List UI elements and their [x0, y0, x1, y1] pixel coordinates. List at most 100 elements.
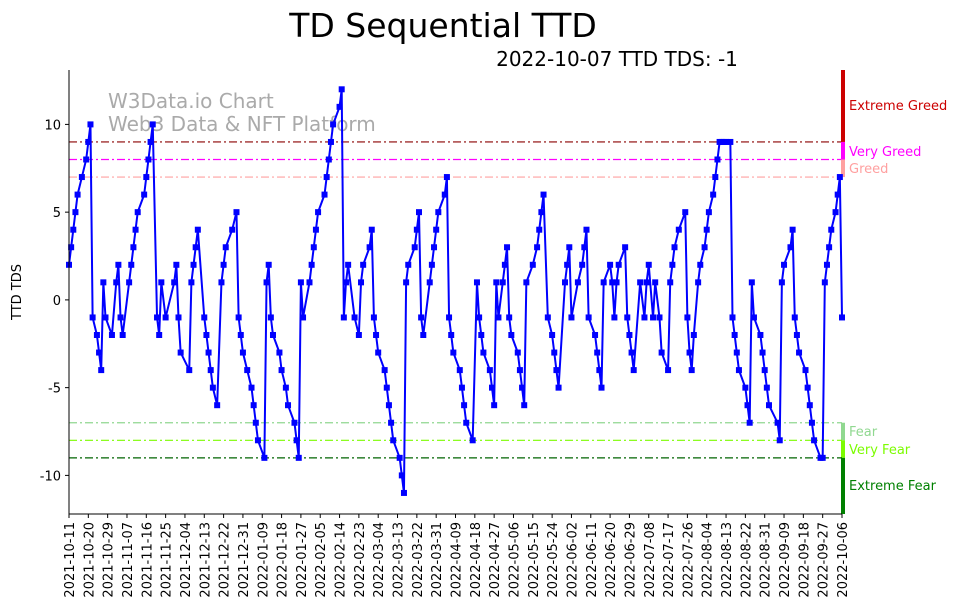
data-point [746, 419, 753, 426]
data-point [192, 244, 199, 251]
data-point [774, 419, 781, 426]
data-point [327, 138, 334, 145]
x-tick-label: 2022-02-14 [334, 522, 349, 598]
data-point [158, 279, 165, 286]
data-point [370, 314, 377, 321]
data-point [808, 419, 815, 426]
threshold-band [841, 159, 845, 178]
data-point [162, 314, 169, 321]
data-point [100, 279, 107, 286]
data-point [763, 384, 770, 391]
x-tick-label: 2022-07-17 [662, 522, 677, 598]
x-tick-label: 2022-08-31 [759, 522, 774, 598]
data-point [141, 191, 148, 198]
data-point [68, 244, 75, 251]
data-point [190, 261, 197, 268]
data-point [194, 226, 201, 233]
data-point [265, 261, 272, 268]
data-point [486, 367, 493, 374]
y-tick-label: 5 [53, 206, 61, 221]
data-point [291, 419, 298, 426]
data-point [237, 331, 244, 338]
data-point [154, 314, 161, 321]
data-point [697, 261, 704, 268]
data-point [529, 261, 536, 268]
data-point [78, 174, 85, 181]
data-point [538, 209, 545, 216]
data-point [626, 331, 633, 338]
x-tick-label: 2022-08-22 [739, 522, 754, 598]
data-point [420, 331, 427, 338]
data-point [536, 226, 543, 233]
data-point [218, 279, 225, 286]
y-tick-label: 10 [44, 118, 61, 133]
data-point [540, 191, 547, 198]
data-point [650, 314, 657, 321]
data-point [832, 209, 839, 216]
data-point [441, 191, 448, 198]
data-point [433, 226, 440, 233]
threshold-band [841, 440, 845, 458]
data-point [385, 402, 392, 409]
data-point [461, 402, 468, 409]
series-line [68, 89, 843, 494]
data-point [607, 261, 614, 268]
x-tick-label: 2022-06-20 [604, 522, 619, 598]
data-point [675, 226, 682, 233]
x-tick-label: 2022-08-04 [701, 522, 716, 598]
data-point [252, 419, 259, 426]
data-point [596, 367, 603, 374]
data-point [358, 279, 365, 286]
data-point [549, 331, 556, 338]
data-point [828, 226, 835, 233]
data-point [293, 437, 300, 444]
data-point [637, 279, 644, 286]
data-point [98, 367, 105, 374]
data-point [244, 367, 251, 374]
data-point [113, 279, 120, 286]
threshold-label: Very Greed [849, 145, 921, 160]
data-point [609, 279, 616, 286]
data-point [345, 261, 352, 268]
data-point [115, 261, 122, 268]
data-point [469, 437, 476, 444]
data-point [645, 261, 652, 268]
data-point [823, 261, 830, 268]
data-point [839, 314, 845, 321]
data-point [791, 314, 798, 321]
data-point [222, 244, 229, 251]
data-point [750, 314, 757, 321]
x-tick-label: 2021-12-31 [237, 522, 252, 598]
data-point [630, 367, 637, 374]
data-point [396, 454, 403, 461]
data-point [132, 226, 139, 233]
threshold-label: Greed [849, 162, 888, 177]
data-point [821, 279, 828, 286]
data-point [742, 384, 749, 391]
data-point [574, 279, 581, 286]
data-point [695, 279, 702, 286]
data-point [250, 402, 257, 409]
data-point [489, 384, 496, 391]
data-point [476, 314, 483, 321]
data-point [235, 314, 242, 321]
data-point [342, 279, 349, 286]
data-point [321, 191, 328, 198]
data-point [248, 384, 255, 391]
data-point [456, 367, 463, 374]
data-point [149, 121, 156, 128]
data-point [701, 244, 708, 251]
data-point [156, 331, 163, 338]
data-point [761, 367, 768, 374]
data-point [622, 244, 629, 251]
data-point [508, 331, 515, 338]
data-point [201, 314, 208, 321]
data-point [665, 367, 672, 374]
data-point [85, 138, 92, 145]
data-point [491, 402, 498, 409]
x-tick-label: 2021-12-22 [218, 522, 233, 598]
data-point [323, 174, 330, 181]
data-point [239, 349, 246, 356]
data-point [744, 402, 751, 409]
data-point [658, 349, 665, 356]
